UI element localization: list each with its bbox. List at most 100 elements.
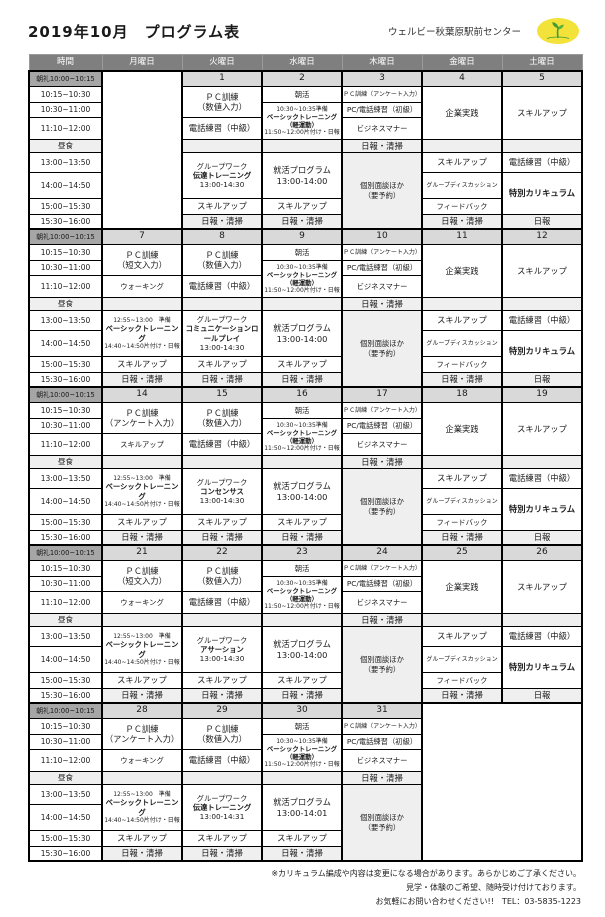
program-text-line: 13:00-14:30 — [199, 654, 245, 664]
program-text-line: 日報・清掃 — [201, 532, 243, 543]
program-cell: スキルアップ — [261, 672, 343, 689]
program-cell: 日報・清掃 — [421, 688, 503, 704]
date-cell: 9 — [261, 228, 343, 245]
program-text-line: PC/電話練習（初級） — [346, 263, 418, 273]
program-text-line: 12:55~13:00 準備 — [113, 474, 171, 482]
program-text-line: スキルアップ — [197, 833, 247, 844]
program-text-line: 日報・清掃 — [441, 374, 483, 385]
date-cell: 4 — [421, 70, 503, 87]
date-cell: 14 — [101, 386, 183, 403]
program-text-line: 日報 — [533, 690, 551, 701]
date-cell: 22 — [181, 544, 263, 561]
program-cell: ＰＣ訓練（アンケート入力） — [341, 86, 423, 103]
program-cell: 電話練習（中級） — [181, 433, 263, 456]
time-cell: 13:00~13:50 — [28, 784, 103, 805]
program-cell: 日報 — [501, 530, 583, 546]
program-cell — [421, 613, 503, 627]
program-cell: フィードバック — [421, 514, 503, 531]
program-cell: 日報・清掃 — [101, 372, 183, 388]
date-cell: 30 — [261, 702, 343, 719]
program-text-line: （数値入力） — [197, 260, 247, 270]
program-text-line: 日報・清掃 — [361, 298, 403, 309]
program-cell: 電話練習（中級） — [501, 152, 583, 173]
program-cell: スキルアップ — [421, 468, 503, 489]
program-cell: ＰＣ訓練 （短文入力） — [101, 560, 183, 592]
program-cell: 個別面談ほか （要予約） — [341, 152, 423, 230]
time-cell: 15:00~15:30 — [28, 514, 103, 531]
program-cell — [501, 297, 583, 311]
program-cell: 日報・清掃 — [341, 139, 423, 153]
program-text-line: スキルアップ — [437, 315, 487, 326]
week-block: 朝礼10:00~10:15 21 22 23 24 25 26 10:15~10:30 ＰＣ訓練… — [28, 544, 583, 704]
program-text-line: ＰＣ訓練（アンケート入力） — [343, 564, 421, 572]
program-text-line: ＰＣ訓練 — [205, 91, 239, 102]
program-cell: グループワーク コンセンサス 13:00-14:30 — [181, 468, 263, 515]
program-cell: 特別カリキュラム — [501, 330, 583, 373]
program-text-line: （軽運動） — [286, 753, 318, 761]
program-text-line: スキルアップ — [517, 581, 567, 592]
program-cell: 12:55~13:00 準備 ベーシックトレーニング 14:40~14:50片付け・… — [101, 468, 183, 515]
program-cell — [501, 613, 583, 627]
program-cell: 10:30~10:35準備 ベーシックトレーニング （軽運動） 11:50~12:00… — [261, 102, 343, 140]
program-text-line: スキルアップ — [197, 359, 247, 370]
program-text-line: 就活プログラム — [273, 481, 331, 492]
program-text-line: ベーシックトレーニング — [266, 745, 338, 753]
program-text-line: スキルアップ — [437, 157, 487, 168]
date-cell: 7 — [101, 228, 183, 245]
program-text-line: 就活プログラム — [273, 165, 331, 176]
header-cell: 木曜日 — [341, 54, 423, 72]
program-text-line: 14:40~14:50片付け・日報 — [104, 658, 180, 666]
program-text-line: スキルアップ — [437, 631, 487, 642]
program-text-line: スキルアップ — [517, 265, 567, 276]
time-cell: 11:10~12:00 — [28, 275, 103, 298]
program-text-line: ウォーキング — [120, 281, 164, 291]
program-cell: 就活プログラム 13:00-14:00 — [261, 468, 343, 515]
program-text-line: 日報・清掃 — [441, 690, 483, 701]
time-cell: 10:15~10:30 — [28, 244, 103, 261]
program-text-line: ＰＣ訓練 — [205, 723, 239, 734]
program-text-line: 11:50~12:00片付け・日報 — [264, 129, 340, 136]
program-cell: スキルアップ — [421, 310, 503, 331]
program-text-line: 個別面談ほか — [360, 497, 404, 507]
program-text-line: スキルアップ — [437, 473, 487, 484]
program-text-line: スキルアップ — [197, 517, 247, 528]
program-text-line: グループワーク — [196, 477, 248, 487]
program-text-line: 11:50~12:00片付け・日報 — [264, 603, 340, 610]
date-cell: 3 — [341, 70, 423, 87]
time-cell: 15:00~15:30 — [28, 356, 103, 373]
program-text-line: 電話練習（中級） — [508, 631, 576, 642]
program-cell: 日報・清掃 — [181, 688, 263, 704]
date-cell: 5 — [501, 70, 583, 87]
program-text-line: スキルアップ — [277, 517, 327, 528]
footer: ※カリキュラム編成や内容は変更になる場合があります。あらかじめご了承ください。 … — [28, 868, 581, 907]
program-text-line: スキルアップ — [517, 107, 567, 118]
program-cell: スキルアップ — [261, 830, 343, 847]
date-cell: 18 — [421, 386, 503, 403]
program-text-line: グループディスカッション — [426, 655, 498, 663]
date-cell: 17 — [341, 386, 423, 403]
footer-note-visit: 見学・体験のご希望、随時受け付けております。 — [406, 883, 581, 892]
program-cell: 朝活 — [261, 244, 343, 261]
time-cell: 15:30~16:00 — [28, 530, 103, 546]
program-cell: スキルアップ — [501, 402, 583, 456]
program-cell: 日報・清掃 — [261, 530, 343, 546]
program-cell: スキルアップ — [181, 356, 263, 373]
program-text-line: フィードバック — [436, 359, 488, 369]
program-cell: 電話練習（中級） — [501, 310, 583, 331]
program-cell: 日報・清掃 — [421, 530, 503, 546]
program-cell: 企業実践 — [421, 560, 503, 614]
program-text-line: 13:00-14:30 — [199, 342, 245, 352]
program-text-line: ベーシックトレーニング — [266, 113, 338, 121]
program-text-line: 日報・清掃 — [121, 848, 163, 859]
program-text-line: スキルアップ — [117, 359, 167, 370]
program-text-line: 朝活 — [294, 247, 310, 257]
program-cell — [501, 455, 583, 469]
program-cell: 特別カリキュラム — [501, 488, 583, 531]
program-text-line: 企業実践 — [445, 265, 479, 276]
program-text-line: PC/電話練習（初級） — [346, 737, 418, 747]
program-cell: 企業実践 — [421, 402, 503, 456]
program-cell: スキルアップ — [101, 672, 183, 689]
week-block: 朝礼10:00~10:15 28 29 30 31 10:15~10:30 ＰＣ訓練 （アンケ… — [28, 702, 583, 862]
program-text-line: ベーシックトレーニング — [266, 429, 338, 437]
program-text-line: フィードバック — [436, 517, 488, 527]
